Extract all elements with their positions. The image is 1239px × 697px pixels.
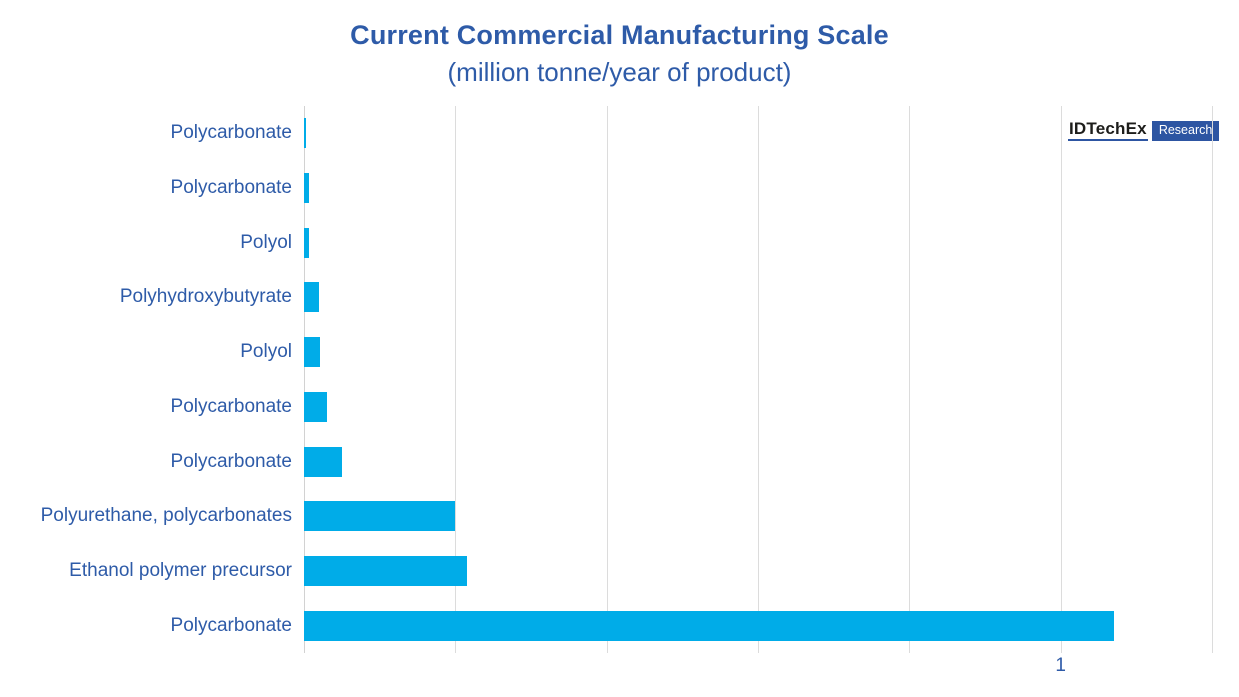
category-labels: Polycarbonate Polycarbonate Polyol Polyhydr… [0,106,292,653]
category-label: Polycarbonate [170,177,292,199]
bar-polycarbonate [304,610,1114,641]
chart-subtitle: (million tonne/year of product) [447,57,792,87]
chart-title: Current Commercial Manufacturing Scale [350,20,889,50]
category-label: Polyol [240,341,292,363]
bar-polyol [304,227,309,258]
gridline [909,106,911,653]
bar-row [304,598,1212,653]
category-label: Ethanol polymer precursor [69,559,292,581]
bar-row [304,380,1212,435]
gridline [1060,106,1062,653]
bar-row [304,325,1212,380]
bar-row [304,161,1212,216]
plot-area [304,106,1213,653]
category-label: Polyurethane, polycarbonates [40,505,292,527]
category-label: Polyhydroxybutyrate [119,286,292,308]
category-label: Polycarbonate [170,122,292,144]
bar-polycarbonate [304,446,342,477]
bar-row [304,215,1212,270]
category-label: Polycarbonate [170,450,292,472]
y-axis-line [304,106,305,653]
gridline [758,106,759,653]
bar-row [304,489,1212,544]
bar-row [304,434,1212,489]
gridline [455,106,457,653]
category-label: Polycarbonate [170,395,292,417]
bar-polyol [304,337,320,368]
bar-row [304,270,1212,325]
idtechex-logo: IDTechEx Research [1068,120,1220,141]
bar-polyhydroxybutyrate [304,282,320,313]
idtechex-wordmark: IDTechEx [1068,120,1148,141]
category-label: Polyol [240,231,292,253]
category-label: Polycarbonate [170,614,292,636]
bar-polycarbonate [304,118,307,149]
bar-polycarbonate [304,391,327,422]
x-axis-tick-label: 1 [1055,655,1066,676]
bar-row [304,544,1212,599]
bar-row [304,106,1212,161]
gridline [606,106,608,653]
gridline [1212,106,1213,653]
bar-ethanol-polymer-precursor [304,555,467,586]
bar-polyurethane-polycarbonates [304,501,456,532]
research-badge: Research [1151,120,1220,141]
bar-polycarbonate [304,173,309,204]
